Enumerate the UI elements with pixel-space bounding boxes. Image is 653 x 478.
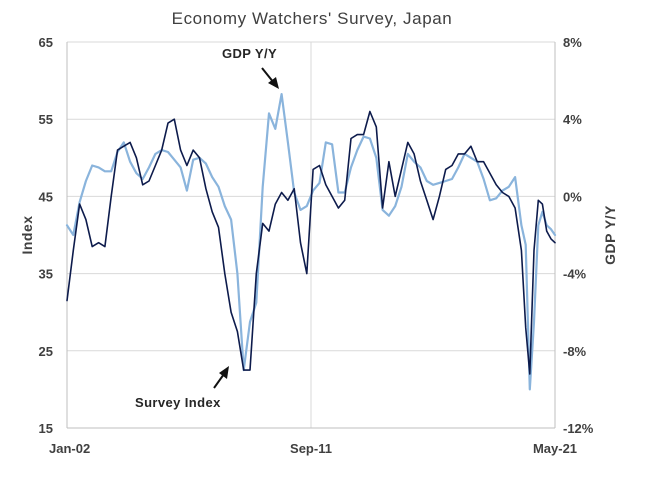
y-tick-label: 65 [39,35,53,50]
gdp-series-line [65,92,557,391]
y2-tick-label: 0% [563,189,582,204]
gdp-annotation-label: GDP Y/Y [222,46,277,61]
gdp-annotation-arrowhead [268,77,279,89]
y-tick-label: 35 [39,267,53,282]
gdp-annotation: GDP Y/Y [222,46,279,89]
survey-annotation-label: Survey Index [135,395,221,410]
y-tick-label: 15 [39,421,53,436]
survey-annotation: Survey Index [135,366,229,410]
y2-tick-label: 8% [563,35,582,50]
tick-labels: 65 8% 55 4% 45 0% 35 -4% 25 -8% 15 -12% Jan-02 Sep-11… [39,35,594,456]
chart-title: Economy Watchers' Survey, Japan [172,9,453,28]
y-tick-label: 55 [39,112,53,127]
y-tick-label: 45 [39,189,53,204]
y2-tick-label: -12% [563,421,594,436]
y2-tick-label: 4% [563,112,582,127]
survey-annotation-arrowhead [219,366,229,379]
survey-annotation-arrow-line [213,373,225,389]
y-axis-title: Index [19,215,35,254]
y2-tick-label: -4% [563,267,587,282]
x-tick-label: May-21 [533,441,577,456]
y-tick-label: 25 [39,344,53,359]
x-tick-label: Jan-02 [49,441,90,456]
y2-tick-label: -8% [563,344,587,359]
x-tick-label: Sep-11 [290,441,332,456]
gridlines [67,41,555,428]
series-lines [65,92,557,391]
y2-axis-title: GDP Y/Y [602,205,618,265]
survey-series-line [66,110,556,375]
